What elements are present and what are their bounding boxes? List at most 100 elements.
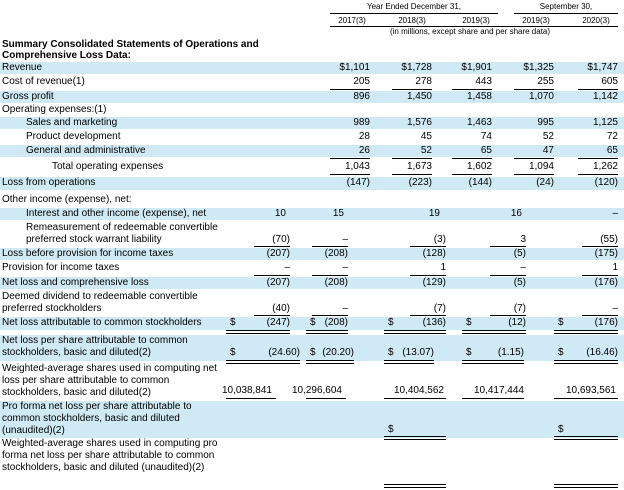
gp-2019-interim: 1,070 <box>528 91 554 102</box>
underline <box>392 174 432 175</box>
col-header-rule <box>330 26 618 27</box>
underline <box>312 315 348 316</box>
prov-2019: 1 <box>440 262 446 273</box>
sm-2018: 1,576 <box>406 117 432 128</box>
underline <box>312 246 348 247</box>
row-band <box>0 335 624 361</box>
gp-2020-interim: 1,142 <box>592 91 618 102</box>
sm-2017: 989 <box>353 117 370 128</box>
nlc-2019-interim: (12) <box>508 317 526 328</box>
ga-2017: 26 <box>358 145 370 156</box>
rem-2017: (70) <box>272 234 290 245</box>
pd-2019-interim: 52 <box>542 131 554 142</box>
row-band <box>0 208 624 220</box>
pd-2019: 74 <box>480 131 492 142</box>
sm-2019-interim: 995 <box>537 117 554 128</box>
dollar-sign: $ <box>466 317 472 328</box>
product-dev-label: Product development <box>26 131 121 142</box>
pd-2020-interim: 72 <box>606 131 618 142</box>
col-header-2018: 2018(3) <box>398 16 426 25</box>
provision-label: Provision for income taxes <box>2 262 120 273</box>
double-underline <box>554 436 618 440</box>
underline <box>452 89 492 90</box>
underline <box>410 246 446 247</box>
double-underline <box>384 360 434 364</box>
ga-2019-interim: 47 <box>542 145 554 156</box>
nl-common-label: Net loss attributable to common stockhol… <box>2 317 202 328</box>
nlc-2020-interim: (176) <box>594 317 618 328</box>
loss-before-tax-label: Loss before provision for income taxes <box>2 248 174 259</box>
rem-2018: – <box>342 234 348 245</box>
double-underline <box>306 360 354 364</box>
dd-2019: (7) <box>433 303 446 314</box>
ga-2018: 52 <box>420 145 432 156</box>
underline <box>392 89 432 90</box>
lbt-2018: (208) <box>324 248 348 259</box>
int-2019-interim: 16 <box>510 208 522 219</box>
int-2020-interim: – <box>612 208 618 219</box>
col-header-2017: 2017(3) <box>338 16 366 25</box>
row-band <box>0 248 624 260</box>
underline <box>582 275 618 276</box>
cost-2020-interim: 605 <box>601 76 618 87</box>
underline <box>582 315 618 316</box>
double-underline <box>384 436 446 440</box>
section-title: Summary Consolidated Statements of Opera… <box>2 39 259 61</box>
header-year-ended: Year Ended December 31, <box>367 2 461 11</box>
pro-forma-nl-label: Pro forma net loss per share attributabl… <box>2 401 192 436</box>
underline <box>582 246 618 247</box>
double-underline <box>306 330 348 334</box>
dd-2018: – <box>342 303 348 314</box>
underline <box>490 315 526 316</box>
other-income-label: Other income (expense), net: <box>2 194 132 205</box>
loss-ops-label: Loss from operations <box>2 177 96 188</box>
header-nine-months: September 30, <box>539 2 593 11</box>
underline <box>410 315 446 316</box>
underline <box>330 158 370 159</box>
underline <box>490 246 526 247</box>
pd-2017: 28 <box>358 131 370 142</box>
row-band <box>0 117 624 129</box>
wa-2019: 10,404,562 <box>393 385 444 396</box>
dollar-sign: $ <box>466 347 472 358</box>
dollar-sign: $ <box>230 317 236 328</box>
double-underline <box>462 360 524 364</box>
ga-2020-interim: 65 <box>606 145 618 156</box>
lbt-2017: (207) <box>266 248 290 259</box>
underline <box>514 174 554 175</box>
pd-2018: 45 <box>420 131 432 142</box>
gp-2018: 1,450 <box>406 91 432 102</box>
g-and-a-label: General and administrative <box>26 145 146 156</box>
gp-2019: 1,458 <box>466 91 492 102</box>
nlc-2017: (247) <box>266 317 290 328</box>
units-note: (in millions, except share and per share… <box>389 27 551 36</box>
underline <box>452 158 492 159</box>
nlc-2018: (208) <box>324 317 348 328</box>
dollar-sign: $ <box>558 347 564 358</box>
header-rule-interim <box>514 13 618 14</box>
cost-of-revenue-label: Cost of revenue(1) <box>2 76 85 87</box>
cost-2019-interim: 255 <box>537 76 554 87</box>
wa-2019-interim: 10,417,444 <box>473 385 524 396</box>
net-loss-label: Net loss and comprehensive loss <box>2 277 149 288</box>
underline <box>578 158 618 159</box>
underline <box>452 174 492 175</box>
double-underline <box>226 330 290 334</box>
dollar-sign: $ <box>310 347 316 358</box>
double-underline <box>554 484 618 488</box>
row-band <box>0 177 624 190</box>
underline <box>490 275 526 276</box>
underline <box>514 89 554 90</box>
rem-2020-interim: (55) <box>600 234 618 245</box>
nl-2017: (207) <box>266 277 290 288</box>
wa-2018: 10,296,604 <box>291 385 342 396</box>
rem-2019-interim: 3 <box>520 234 526 245</box>
prov-2020-interim: 1 <box>612 262 618 273</box>
pro-forma-wa-label: Weighted-average shares used in computin… <box>2 438 218 473</box>
lbt-2019-interim: (5) <box>513 248 526 259</box>
int-2019: 19 <box>428 208 440 219</box>
cost-2019: 443 <box>475 76 492 87</box>
prov-2017: – <box>284 262 290 273</box>
opex-label: Operating expenses:(1) <box>2 104 107 115</box>
cost-2017: 205 <box>353 76 370 87</box>
